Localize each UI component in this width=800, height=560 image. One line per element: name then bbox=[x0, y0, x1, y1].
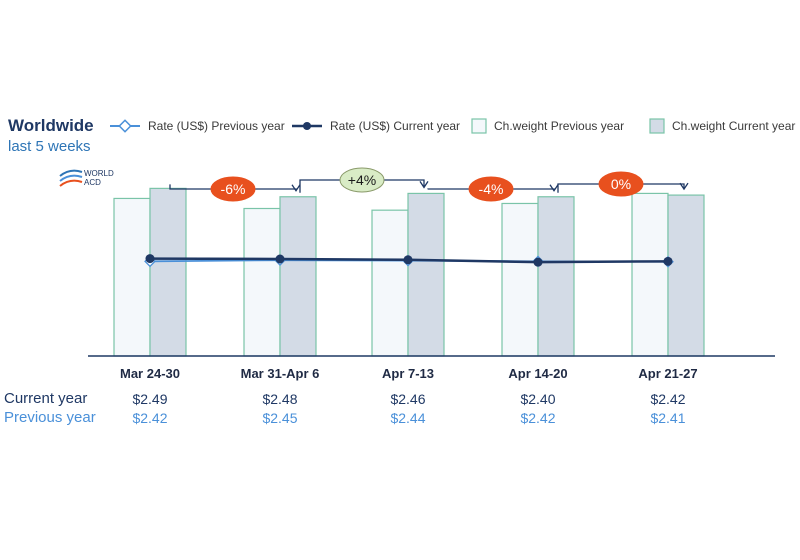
bar-chweight-previous bbox=[501, 202, 539, 357]
current-year-value: $2.49 bbox=[132, 391, 167, 407]
arrow-head-icon bbox=[549, 184, 559, 192]
previous-year-value: $2.42 bbox=[132, 410, 167, 426]
legend-swatch-chweight-previous bbox=[471, 118, 487, 134]
category-label: Mar 31-Apr 6 bbox=[241, 366, 320, 381]
change-badge bbox=[468, 176, 514, 202]
globe-icon bbox=[59, 169, 83, 187]
rate-point-current bbox=[145, 254, 155, 264]
legend-swatch-chweight-current bbox=[649, 118, 665, 134]
legend-label: Rate (US$) Current year bbox=[330, 119, 460, 133]
category-labels: Mar 24-30 Mar 31-Apr 6 Apr 7-13 Apr 14-20 Ap… bbox=[120, 366, 698, 381]
bars-layer bbox=[113, 187, 705, 357]
arrow-head-icon bbox=[291, 184, 301, 192]
legend: Rate (US$) Previous year Rate (US$) Curre… bbox=[110, 118, 795, 134]
change-badge bbox=[210, 176, 256, 202]
bar-chweight-current bbox=[279, 196, 317, 357]
logo-text-line1: WORLD bbox=[84, 169, 114, 178]
bar-chweight-current bbox=[537, 196, 575, 357]
legend-label: Ch.weight Previous year bbox=[494, 119, 624, 133]
current-year-value: $2.48 bbox=[262, 391, 297, 407]
bar-chweight-current bbox=[667, 194, 705, 357]
previous-year-value: $2.45 bbox=[262, 410, 297, 426]
category-label: Apr 7-13 bbox=[382, 366, 434, 381]
value-table: $2.49 $2.48 $2.46 $2.40 $2.42 $2.42 $2.45 $2.44… bbox=[132, 391, 685, 426]
logo-text-line2: ACD bbox=[84, 178, 101, 187]
arrow-head-icon bbox=[419, 181, 429, 189]
chart-title: Worldwide bbox=[8, 116, 94, 135]
legend-label: Ch.weight Current year bbox=[672, 119, 795, 133]
legend-label: Rate (US$) Previous year bbox=[148, 119, 285, 133]
change-badge-label: -4% bbox=[479, 181, 504, 197]
legend-marker-rate-current bbox=[303, 122, 311, 130]
category-label: Apr 21-27 bbox=[638, 366, 697, 381]
rate-point-current bbox=[533, 257, 543, 267]
change-badge bbox=[598, 171, 644, 197]
legend-marker-rate-previous bbox=[118, 119, 132, 133]
arrow-head-icon bbox=[679, 182, 689, 191]
world-acd-logo: WORLD ACD bbox=[59, 169, 114, 187]
rate-point-current bbox=[403, 255, 413, 265]
bar-chweight-current bbox=[407, 192, 445, 357]
category-label: Mar 24-30 bbox=[120, 366, 180, 381]
change-badge bbox=[339, 167, 385, 193]
bar-chweight-previous bbox=[631, 192, 669, 357]
previous-year-value: $2.44 bbox=[390, 410, 425, 426]
bar-chweight-current bbox=[149, 187, 187, 357]
bar-chweight-previous bbox=[243, 207, 281, 357]
change-badge-label: 0% bbox=[611, 176, 631, 192]
change-badge-label: -6% bbox=[221, 181, 246, 197]
current-year-label: Current year bbox=[4, 390, 88, 407]
current-year-value: $2.46 bbox=[390, 391, 425, 407]
bar-chweight-previous bbox=[113, 197, 151, 357]
change-connectors: -6% +4% -4% 0% bbox=[169, 167, 689, 202]
bar-chweight-previous bbox=[371, 209, 409, 357]
current-year-value: $2.40 bbox=[520, 391, 555, 407]
current-year-value: $2.42 bbox=[650, 391, 685, 407]
rate-point-current bbox=[275, 254, 285, 264]
category-label: Apr 14-20 bbox=[508, 366, 567, 381]
chart-subtitle: last 5 weeks bbox=[8, 138, 91, 155]
previous-year-label: Previous year bbox=[4, 409, 96, 426]
previous-year-value: $2.42 bbox=[520, 410, 555, 426]
rate-point-current bbox=[663, 256, 673, 266]
rate-lines bbox=[144, 254, 674, 268]
change-badge-label: +4% bbox=[348, 172, 376, 188]
previous-year-value: $2.41 bbox=[650, 410, 685, 426]
